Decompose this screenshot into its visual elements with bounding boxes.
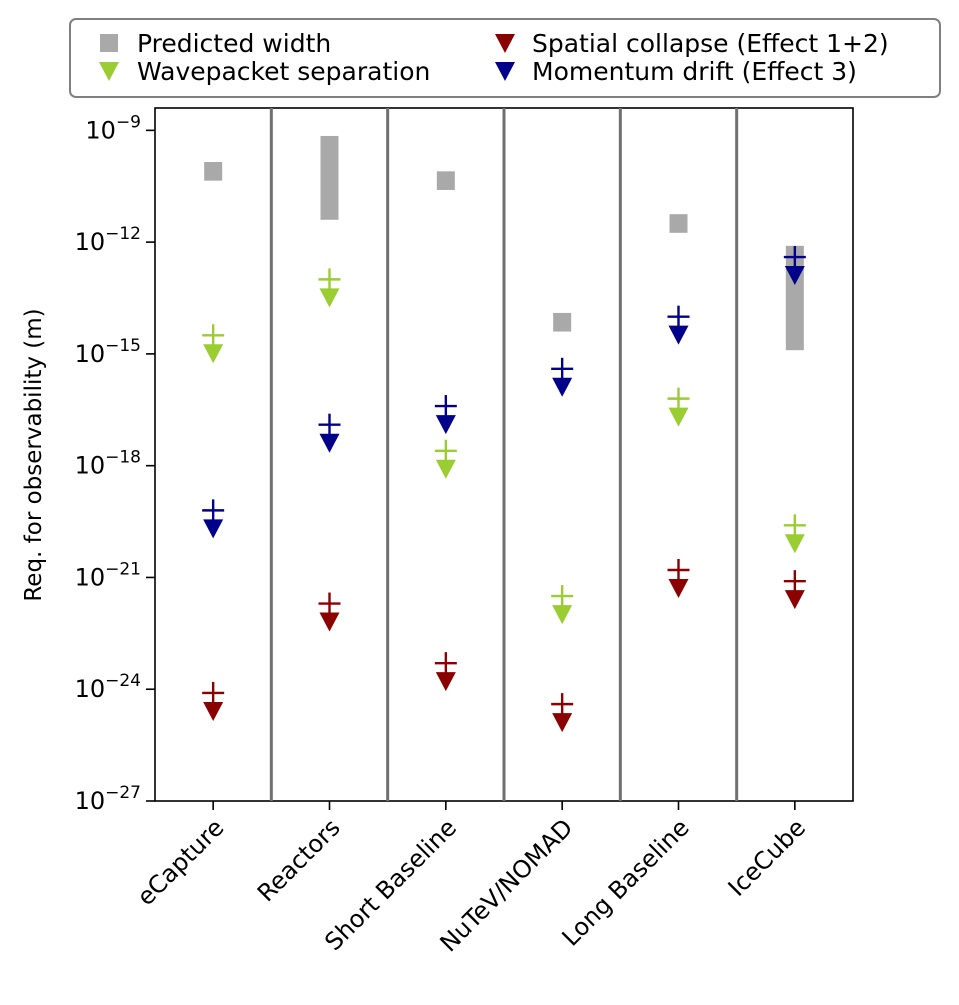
x-tick-label-icecube: IceCube [723,813,811,901]
wavepacket-separation-point-icecube [783,514,806,554]
triangle-down-marker [784,534,805,554]
spatial-collapse-point-reactors [318,592,341,632]
y-axis: 10−9 10−12 10−15 10−18 10−21 10−24 10−27 [75,112,155,815]
triangle-down-marker [435,672,456,692]
triangle-down-marker [435,415,456,435]
legend-marker-momentum-drift [495,62,515,81]
triangle-down-marker [552,377,573,397]
y-tick-label: 10−15 [75,336,141,368]
legend-frame [69,18,941,98]
momentum-drift-point-short-baseline [434,395,457,435]
spatial-collapse-point-icecube [783,570,806,610]
legend-label-wavepacket-separation: Wavepacket separation [137,57,430,86]
predicted-width-mark-short-baseline [436,171,455,190]
category-separators [269,108,739,801]
triangle-down-marker [435,459,456,479]
predicted-width-mark-ecapture [204,162,223,181]
legend-marker-wavepacket-separation [99,62,119,81]
momentum-drift-point-ecapture [202,499,225,539]
momentum-drift-point-long-baseline [667,305,690,345]
spatial-collapse-point-ecapture [202,681,225,721]
wavepacket-separation-point-reactors [318,268,341,308]
triangle-down-marker [319,612,340,632]
y-tick-label: 10−21 [75,559,141,591]
legend-label-momentum-drift: Momentum drift (Effect 3) [532,57,857,86]
legend-marker-spatial-collapse [495,34,515,53]
spatial-collapse-point-long-baseline [667,559,690,598]
legend-label-predicted-width: Predicted width [137,29,331,58]
triangle-down-marker [552,713,573,733]
triangle-down-marker [203,519,224,539]
legend-label-spatial-collapse: Spatial collapse (Effect 1+2) [532,29,889,58]
x-tick-label-reactors: Reactors [252,813,346,907]
x-tick-label-ecapture: eCapture [132,813,230,911]
legend: Predicted width Wavepacket separation Sp… [69,18,941,98]
y-tick-label: 10−27 [75,783,141,815]
triangle-down-marker [668,579,689,598]
spatial-collapse-point-short-baseline [434,652,457,692]
wavepacket-separation-point-long-baseline [667,387,690,427]
triangle-down-marker [203,344,224,364]
triangle-down-marker [668,407,689,427]
predicted-width-mark-reactors [320,135,339,220]
y-axis-label: Req. for observability (m) [21,308,47,601]
predicted-width-mark-long-baseline [669,214,688,233]
wavepacket-separation-point-short-baseline [434,439,457,479]
y-tick-label: 10−12 [75,224,141,256]
legend-marker-predicted-width [100,34,118,52]
y-tick-label: 10−18 [75,448,141,480]
momentum-drift-point-reactors [318,413,341,453]
triangle-down-marker [203,701,224,721]
spatial-collapse-point-nutev-nomad [551,693,574,733]
wavepacket-separation-point-nutev-nomad [551,585,574,625]
triangle-down-marker [319,288,340,308]
momentum-drift-point-icecube [783,246,806,286]
triangle-down-marker [668,325,689,345]
y-tick-label: 10−9 [85,112,141,144]
triangle-down-marker [552,605,573,625]
triangle-down-marker [784,266,805,286]
triangle-down-marker [784,590,805,610]
data-marks [202,135,806,733]
predicted-width-mark-nutev-nomad [553,312,572,332]
momentum-drift-point-nutev-nomad [551,357,574,397]
triangle-down-marker [319,433,340,453]
wavepacket-separation-point-ecapture [202,324,225,364]
y-tick-label: 10−24 [75,671,141,703]
